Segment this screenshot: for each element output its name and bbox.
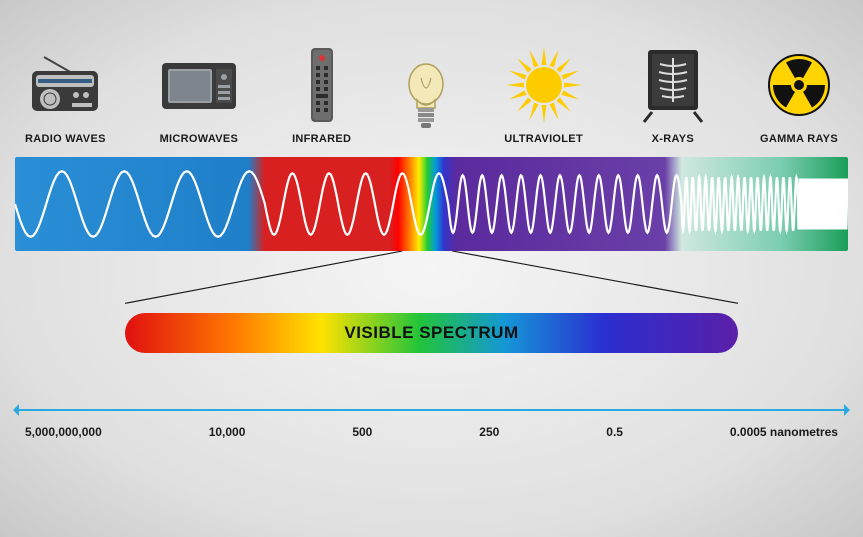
visible-spectrum-label: VISIBLE SPECTRUM [344,323,518,343]
col-lightbulb [403,57,449,145]
label-ultraviolet: ULTRAVIOLET [504,133,583,145]
scale-v3: 250 [479,425,499,439]
zoom-region: VISIBLE SPECTRUM [15,251,848,341]
scale-v1: 10,000 [209,425,246,439]
wavelength-scale-arrow [15,409,848,411]
xray-icon [638,45,708,125]
label-xray: X-RAYS [652,133,694,145]
scale-v5: 0.0005 nanometres [730,425,838,439]
radiation-icon [766,45,832,125]
label-microwave: MICROWAVES [160,133,239,145]
wavelength-scale-labels: 5,000,000,000 10,000 500 250 0.5 0.0005 … [25,425,838,439]
col-infrared: INFRARED [292,45,351,145]
lightbulb-icon [403,57,449,137]
microwave-icon [158,45,240,125]
remote-icon [307,45,337,125]
label-infrared: INFRARED [292,133,351,145]
col-gamma: GAMMA RAYS [760,45,838,145]
scale-v0: 5,000,000,000 [25,425,102,439]
radio-icon [26,45,104,125]
col-ultraviolet: ULTRAVIOLET [502,45,586,145]
scale-v4: 0.5 [606,425,623,439]
col-xray: X-RAYS [638,45,708,145]
wave-spectrum-bar [15,157,848,251]
col-microwave: MICROWAVES [158,45,240,145]
icons-row: RADIO WAVES MICROWAVES [0,0,863,145]
label-gamma: GAMMA RAYS [760,133,838,145]
scale-v2: 500 [352,425,372,439]
sun-icon [502,45,586,125]
col-radio: RADIO WAVES [25,45,106,145]
visible-spectrum-bar: VISIBLE SPECTRUM [125,313,738,353]
label-radio: RADIO WAVES [25,133,106,145]
